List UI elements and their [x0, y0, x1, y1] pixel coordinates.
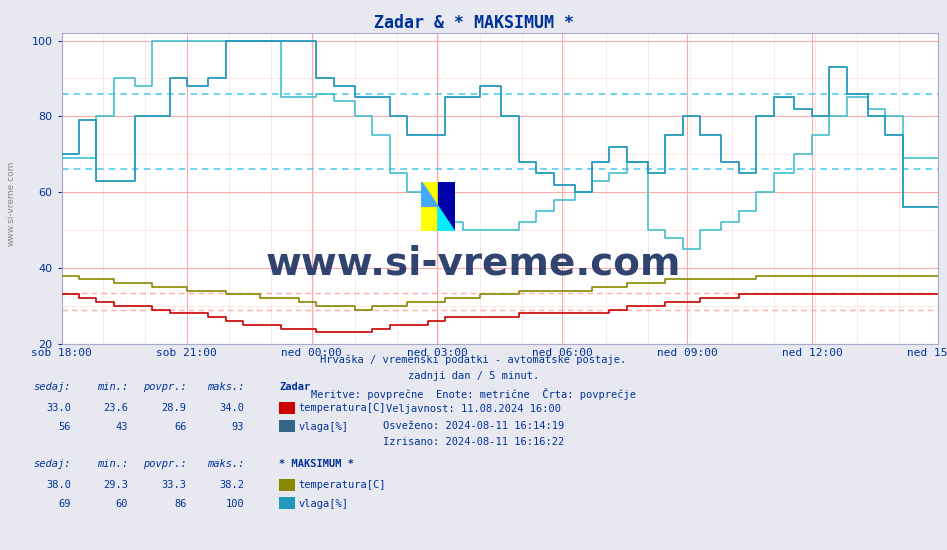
Text: Zadar: Zadar: [279, 382, 311, 392]
Text: ned 15:00: ned 15:00: [907, 348, 947, 358]
Text: maks.:: maks.:: [206, 382, 244, 392]
Text: ned 09:00: ned 09:00: [657, 348, 718, 358]
Text: sob 21:00: sob 21:00: [156, 348, 217, 358]
Text: maks.:: maks.:: [206, 459, 244, 469]
Text: vlaga[%]: vlaga[%]: [298, 422, 348, 432]
Text: vlaga[%]: vlaga[%]: [298, 499, 348, 509]
Text: temperatura[C]: temperatura[C]: [298, 403, 385, 413]
Text: 56: 56: [59, 422, 71, 432]
Text: sob 18:00: sob 18:00: [31, 348, 92, 358]
Text: povpr.:: povpr.:: [143, 382, 187, 392]
Polygon shape: [438, 206, 455, 231]
Text: ned 12:00: ned 12:00: [782, 348, 843, 358]
Polygon shape: [421, 182, 438, 206]
Text: Hrvaška / vremenski podatki - avtomatske postaje.: Hrvaška / vremenski podatki - avtomatske…: [320, 355, 627, 365]
Text: ned 00:00: ned 00:00: [281, 348, 342, 358]
Text: 38.2: 38.2: [220, 480, 244, 490]
Text: Meritve: povprečne  Enote: metrične  Črta: povprečje: Meritve: povprečne Enote: metrične Črta:…: [311, 388, 636, 400]
Text: Osveženo: 2024-08-11 16:14:19: Osveženo: 2024-08-11 16:14:19: [383, 421, 564, 431]
Text: 33.3: 33.3: [162, 480, 187, 490]
Text: www.si-vreme.com: www.si-vreme.com: [266, 245, 681, 283]
Text: Izrisano: 2024-08-11 16:16:22: Izrisano: 2024-08-11 16:16:22: [383, 437, 564, 447]
Text: 43: 43: [116, 422, 128, 432]
Text: 66: 66: [174, 422, 187, 432]
Text: povpr.:: povpr.:: [143, 459, 187, 469]
Text: 23.6: 23.6: [103, 403, 128, 413]
Text: ned 06:00: ned 06:00: [531, 348, 593, 358]
Text: 93: 93: [232, 422, 244, 432]
Text: 69: 69: [59, 499, 71, 509]
Text: 100: 100: [225, 499, 244, 509]
Text: 38.0: 38.0: [46, 480, 71, 490]
Text: min.:: min.:: [97, 382, 128, 392]
Text: 60: 60: [116, 499, 128, 509]
Text: sedaj:: sedaj:: [33, 459, 71, 469]
Text: Veljavnost: 11.08.2024 16:00: Veljavnost: 11.08.2024 16:00: [386, 404, 561, 414]
Text: temperatura[C]: temperatura[C]: [298, 480, 385, 490]
Text: 86: 86: [174, 499, 187, 509]
Text: min.:: min.:: [97, 459, 128, 469]
Bar: [421, 182, 438, 231]
Text: 29.3: 29.3: [103, 480, 128, 490]
Text: Zadar & * MAKSIMUM *: Zadar & * MAKSIMUM *: [373, 14, 574, 32]
Text: zadnji dan / 5 minut.: zadnji dan / 5 minut.: [408, 371, 539, 381]
Text: ned 03:00: ned 03:00: [406, 348, 468, 358]
Text: sedaj:: sedaj:: [33, 382, 71, 392]
Text: www.si-vreme.com: www.si-vreme.com: [7, 161, 16, 246]
Text: 33.0: 33.0: [46, 403, 71, 413]
Text: 34.0: 34.0: [220, 403, 244, 413]
Text: * MAKSIMUM *: * MAKSIMUM *: [279, 459, 354, 469]
Bar: [438, 182, 455, 231]
Text: 28.9: 28.9: [162, 403, 187, 413]
